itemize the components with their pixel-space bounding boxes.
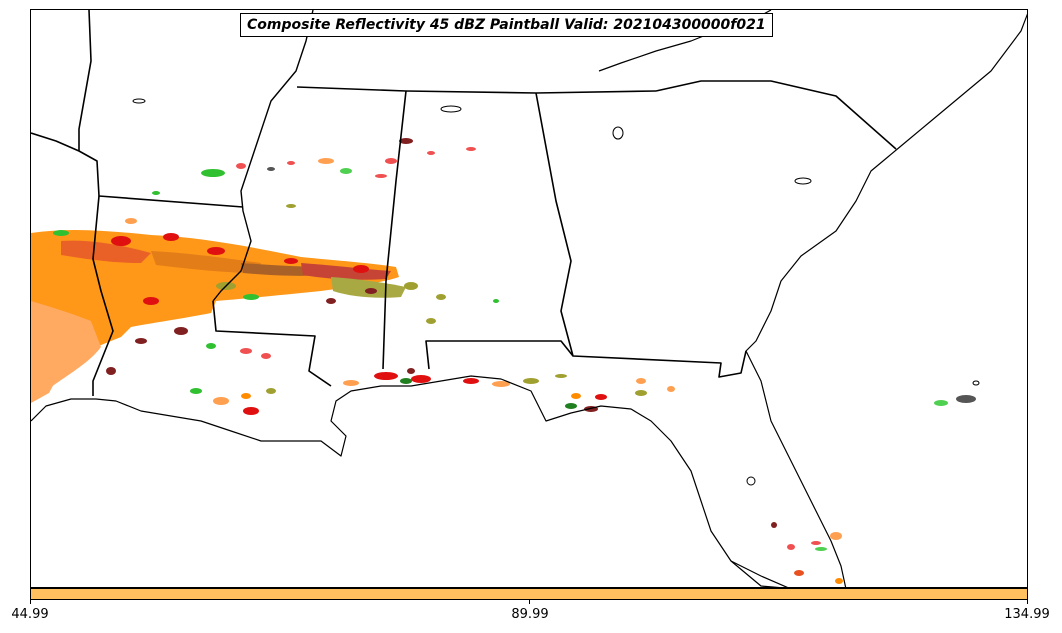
map-title: Composite Reflectivity 45 dBZ Paintball … <box>240 13 773 37</box>
lake <box>972 380 980 386</box>
lake <box>612 126 624 140</box>
state-border-ms-al <box>382 90 407 370</box>
colorbar <box>30 588 1028 600</box>
state-border-al-fl <box>425 340 747 378</box>
colorbar-tick <box>529 600 530 604</box>
colorbar-tick-label-min: 44.99 <box>11 607 49 622</box>
lake <box>440 105 462 113</box>
colorbar-tick-label-mid: 89.99 <box>511 607 549 622</box>
state-border-west <box>78 10 244 208</box>
colorbar-tick <box>1027 600 1028 604</box>
colorbar-tick-label-max: 134.99 <box>1004 607 1050 622</box>
mississippi-river <box>212 10 314 302</box>
coast-florida-tip <box>730 560 780 587</box>
state-border-ga-sc <box>655 80 897 150</box>
state-border-tn <box>296 86 657 94</box>
coast-atlantic <box>745 13 1027 587</box>
state-border-ok-tx <box>31 132 80 152</box>
storm-swath-west <box>31 229 406 403</box>
coast-gulf <box>31 375 788 587</box>
reflectivity-layer <box>31 138 976 584</box>
boundary-layer <box>31 10 1027 587</box>
state-border-ar-la <box>92 195 114 396</box>
map-canvas <box>31 10 1027 587</box>
colorbar-tick <box>30 600 31 604</box>
reflectivity-spots <box>53 138 976 584</box>
map-frame <box>30 9 1028 588</box>
lake <box>794 177 812 185</box>
lake <box>132 98 146 104</box>
lake <box>746 476 756 486</box>
state-border-al-ga <box>535 92 574 357</box>
state-border-la-ms <box>212 300 332 387</box>
